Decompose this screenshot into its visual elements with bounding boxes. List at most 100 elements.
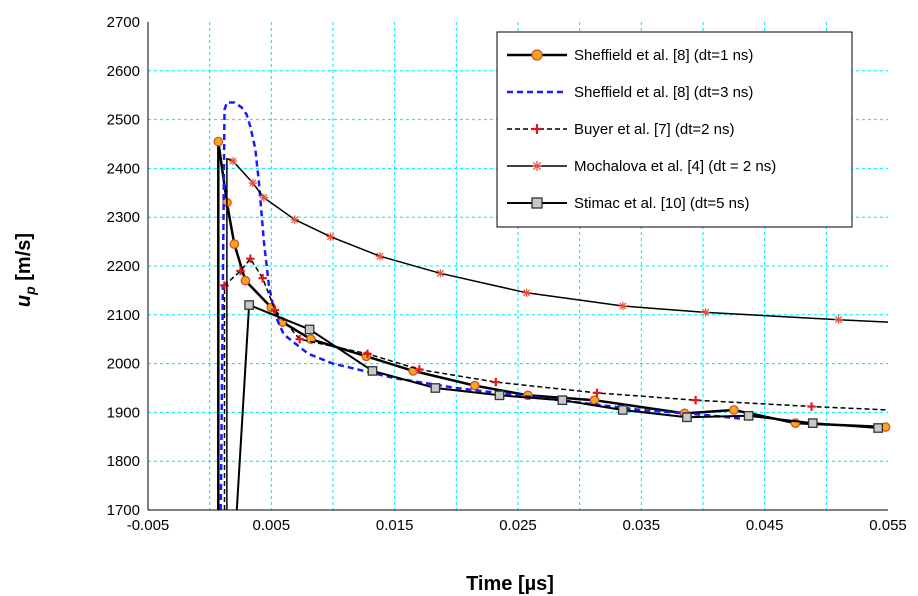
marker-star-d2 — [291, 216, 299, 224]
data-point — [375, 252, 385, 261]
data-point — [691, 396, 700, 405]
x-tick-label: 0.015 — [376, 517, 414, 534]
y-tick-label: 2600 — [107, 63, 140, 80]
marker-star-d2 — [523, 289, 531, 297]
series-layer — [213, 101, 891, 511]
y-tick-label: 2300 — [107, 209, 140, 226]
y-tick-label: 1900 — [107, 404, 140, 421]
y-tick-label: 2200 — [107, 258, 140, 275]
data-point — [415, 365, 424, 374]
data-point — [589, 395, 600, 406]
data-point — [618, 301, 628, 311]
marker-star-d2 — [532, 161, 542, 171]
data-point — [522, 288, 531, 298]
data-point — [491, 377, 500, 387]
y-tick-label: 2100 — [107, 307, 140, 324]
legend-marker — [531, 197, 543, 209]
data-point — [270, 305, 280, 315]
y-axis-title-unit: [m/s] — [13, 233, 35, 286]
series-line — [223, 257, 889, 510]
x-tick-label: 0.055 — [869, 517, 907, 534]
marker-star-d2 — [436, 269, 444, 277]
legend-entry-4: Mochalova et al. [4] (dt = 2 ns) — [507, 158, 776, 175]
data-point — [367, 366, 378, 376]
y-tick-label: 2700 — [107, 14, 140, 31]
tick-labels: -0.005 0.005 0.015 0.025 0.035 0.045 0.055 1700… — [107, 14, 907, 534]
x-tick-label: 0.045 — [746, 517, 784, 534]
x-axis-title: Time [µs] — [466, 573, 554, 595]
data-point — [326, 232, 335, 241]
series-2 — [219, 101, 753, 511]
legend-label: Stimac et al. [10] (dt=5 ns) — [574, 195, 750, 212]
data-point — [244, 300, 254, 310]
data-point — [240, 275, 251, 286]
legend-marker — [532, 124, 542, 134]
data-point — [236, 266, 245, 276]
series-5 — [235, 300, 883, 511]
data-point — [290, 215, 299, 224]
marker-star-d2 — [326, 233, 335, 241]
data-point — [592, 388, 602, 398]
marker-star-d2 — [260, 194, 268, 202]
data-point — [259, 193, 269, 202]
x-tick-label: 0.025 — [499, 517, 537, 534]
series-line — [235, 304, 879, 511]
data-point — [807, 418, 818, 428]
series-line — [226, 157, 889, 510]
data-point — [701, 308, 710, 317]
legend-entry-1: Sheffield et al. [8] (dt=1 ns) — [507, 47, 753, 64]
data-point — [807, 402, 816, 411]
legend-entry-5: Stimac et al. [10] (dt=5 ns) — [507, 195, 750, 212]
legend-label: Sheffield et al. [8] (dt=3 ns) — [574, 84, 753, 101]
data-point — [213, 136, 224, 147]
y-axis-title-main: u — [13, 295, 35, 307]
marker-star-d2 — [835, 316, 843, 324]
data-point — [494, 390, 505, 401]
y-tick-label: 2000 — [107, 356, 140, 373]
data-point — [229, 239, 240, 249]
series-line — [219, 101, 753, 511]
legend: Sheffield et al. [8] (dt=1 ns) Sheffield … — [496, 31, 853, 228]
data-point — [728, 405, 739, 415]
data-point — [436, 269, 445, 278]
legend-label: Buyer et al. [7] (dt=2 ns) — [574, 121, 735, 138]
data-point — [246, 254, 255, 263]
y-tick-label: 2500 — [107, 112, 140, 129]
data-point — [295, 335, 304, 344]
marker-star-d2 — [701, 308, 710, 316]
y-tick-label: 1800 — [107, 453, 140, 470]
legend-entry-3: Buyer et al. [7] (dt=2 ns) — [507, 121, 735, 138]
data-point — [363, 349, 372, 359]
marker-star-d2 — [249, 179, 257, 187]
data-point — [557, 395, 568, 406]
data-point — [743, 410, 754, 421]
axes — [147, 22, 888, 511]
data-point — [258, 274, 267, 283]
data-point — [873, 423, 883, 433]
y-tick-label: 1700 — [107, 502, 140, 519]
x-tick-label: 0.035 — [623, 517, 661, 534]
marker-star-d2 — [619, 302, 627, 310]
legend-label: Mochalova et al. [4] (dt = 2 ns) — [574, 158, 776, 175]
data-point — [430, 383, 441, 393]
legend-label: Sheffield et al. [8] (dt=1 ns) — [574, 47, 753, 64]
legend-entry-2: Sheffield et al. [8] (dt=3 ns) — [507, 84, 753, 101]
x-tick-label: 0.005 — [253, 517, 291, 534]
data-point — [834, 315, 843, 324]
marker-star-d2 — [229, 157, 237, 165]
marker-star-d2 — [376, 252, 384, 260]
data-point — [228, 156, 238, 166]
data-point — [248, 178, 258, 188]
y-axis-title: up [m/s] — [13, 233, 38, 307]
y-tick-label: 2400 — [107, 160, 140, 177]
legend-marker — [531, 49, 543, 61]
data-point — [469, 380, 480, 391]
data-point — [682, 412, 692, 423]
data-point — [617, 405, 628, 415]
data-point — [304, 324, 315, 335]
series-3 — [220, 254, 889, 510]
x-tick-label: -0.005 — [127, 517, 170, 534]
y-axis-title-sub: p — [22, 286, 38, 296]
series-4 — [226, 156, 889, 510]
